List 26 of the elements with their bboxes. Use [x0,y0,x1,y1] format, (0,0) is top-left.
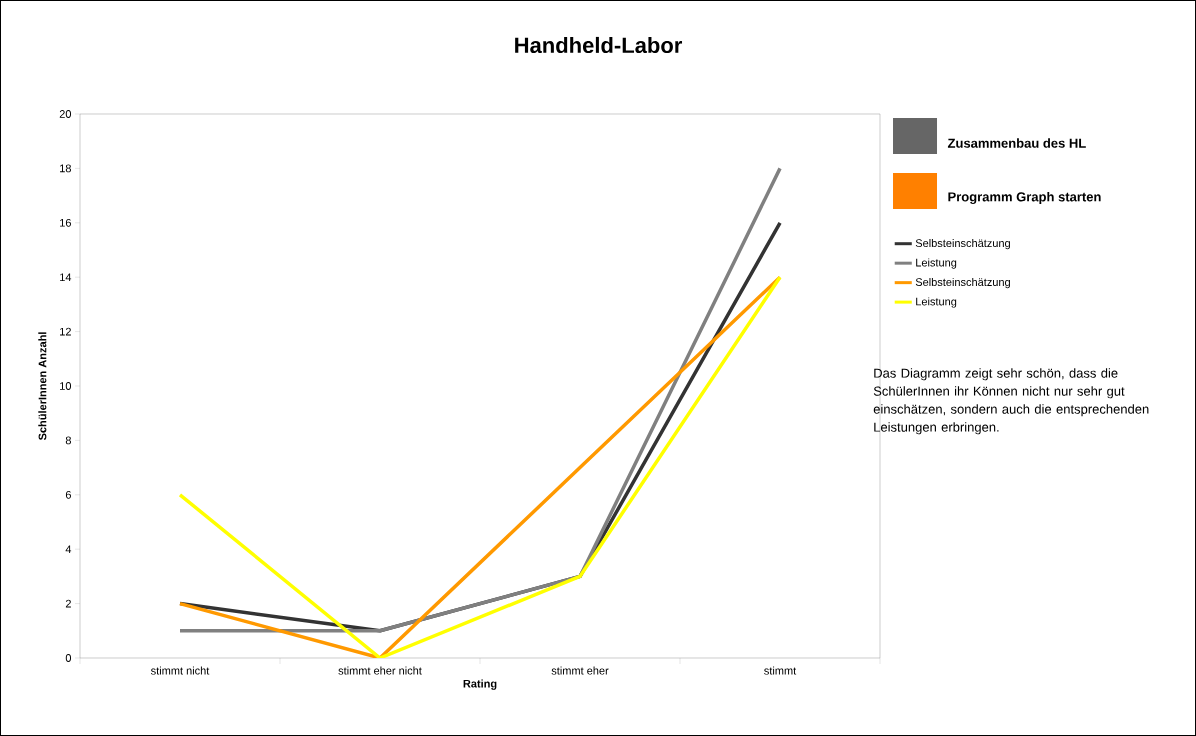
line-series [178,275,782,658]
y-tick-label: 12 [60,327,71,336]
text: Programm Graph starten [948,191,1101,205]
x-tick-label: stimmt eher nicht [338,666,422,675]
y-tick-label: 0 [65,654,72,662]
text: Zusammenbau des HL [947,138,1086,148]
y-tick-label: 20 [59,110,72,118]
annotation: Das Diagramm zeigt sehr schön, dass die SchülerInnen ihr Können nicht nur sehr gut einschätzen, sondern auch die entsprechenden Leistungen erbringen. [873,368,1149,435]
y-tick-label: 10 [60,382,72,390]
y-tick-label: 16 [60,218,71,227]
y-tick-label: 8 [65,436,71,445]
legend-label: Leistung [916,258,957,269]
x-tick-label: stimmt eher [551,666,609,675]
y-tick-label: 18 [60,164,71,173]
legend-label: Selbsteinschätzung [915,277,1010,289]
y-tick-label: 6 [65,490,71,499]
chart-title: Handheld-Labor [515,36,683,54]
legend-label: Selbsteinschätzung [915,238,1010,250]
x-tick-label: stimmt nicht [150,666,210,675]
x-axis-title: Rating [463,679,497,690]
y-tick-label: 4 [65,545,72,553]
x-tick-label: stimmt [764,666,797,675]
y-tick-label: 2 [65,599,71,608]
y-tick-label: 14 [60,273,72,281]
legend-label: Leistung [916,297,957,308]
y-axis-title: SchülerInnen Anzahl [38,332,47,441]
